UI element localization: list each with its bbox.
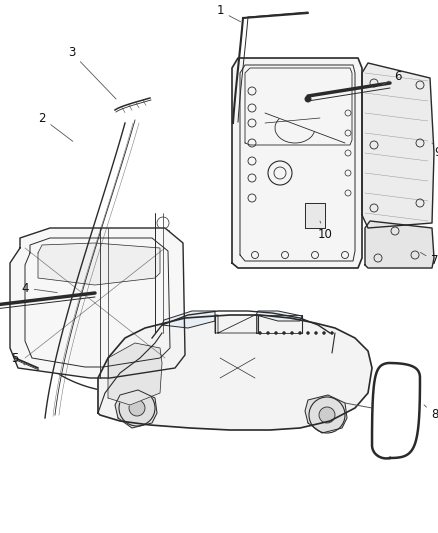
Circle shape <box>314 332 318 335</box>
Circle shape <box>258 332 261 335</box>
Text: 3: 3 <box>68 46 116 99</box>
Circle shape <box>305 96 311 102</box>
Polygon shape <box>10 228 185 378</box>
Text: 8: 8 <box>424 405 438 422</box>
Circle shape <box>129 400 145 416</box>
Text: 2: 2 <box>38 111 73 141</box>
Polygon shape <box>372 363 420 458</box>
Text: 5: 5 <box>11 351 25 365</box>
Polygon shape <box>38 243 160 285</box>
Polygon shape <box>98 315 372 430</box>
Polygon shape <box>232 58 362 268</box>
Text: 9: 9 <box>432 143 438 159</box>
Bar <box>157 245 169 253</box>
Circle shape <box>266 332 269 335</box>
Polygon shape <box>362 63 434 228</box>
Text: 1: 1 <box>216 4 240 22</box>
Polygon shape <box>162 311 215 328</box>
Circle shape <box>290 332 293 335</box>
Polygon shape <box>305 203 325 228</box>
Circle shape <box>275 332 278 335</box>
Polygon shape <box>256 311 302 321</box>
Text: 4: 4 <box>21 281 57 295</box>
Text: 7: 7 <box>420 253 438 268</box>
Polygon shape <box>365 221 434 268</box>
Circle shape <box>319 407 335 423</box>
Text: 6: 6 <box>382 69 402 85</box>
Text: 10: 10 <box>318 221 332 241</box>
Bar <box>157 275 169 283</box>
Polygon shape <box>108 343 162 405</box>
Circle shape <box>307 332 310 335</box>
Circle shape <box>322 332 325 335</box>
Polygon shape <box>115 390 157 428</box>
Circle shape <box>331 332 333 335</box>
Bar <box>157 260 169 268</box>
Polygon shape <box>305 395 347 433</box>
Circle shape <box>299 332 301 335</box>
Bar <box>157 230 169 238</box>
Circle shape <box>283 332 286 335</box>
